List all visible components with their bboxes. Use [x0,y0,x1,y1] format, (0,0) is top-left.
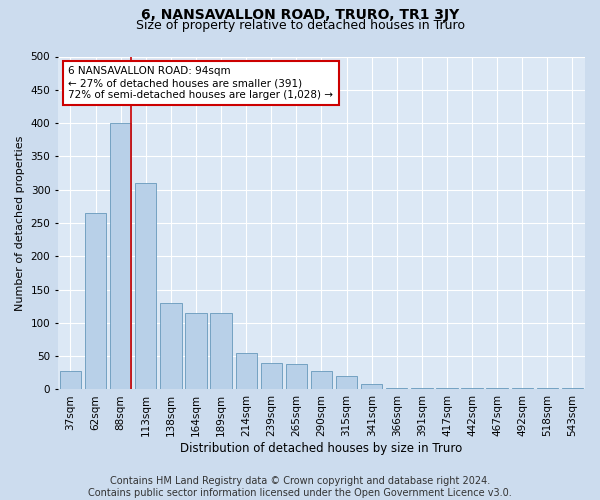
X-axis label: Distribution of detached houses by size in Truro: Distribution of detached houses by size … [181,442,463,455]
Text: 6, NANSAVALLON ROAD, TRURO, TR1 3JY: 6, NANSAVALLON ROAD, TRURO, TR1 3JY [141,8,459,22]
Bar [386,388,407,390]
Bar [236,353,257,390]
Bar [461,388,483,390]
Bar [436,388,458,390]
Bar [361,384,382,390]
Bar [110,123,131,390]
Bar [60,371,81,390]
Bar [487,388,508,390]
Bar [336,376,357,390]
Bar [311,371,332,390]
Bar [160,303,182,390]
Text: Contains HM Land Registry data © Crown copyright and database right 2024.
Contai: Contains HM Land Registry data © Crown c… [88,476,512,498]
Bar [411,388,433,390]
Bar [135,183,157,390]
Text: Size of property relative to detached houses in Truro: Size of property relative to detached ho… [136,19,464,32]
Bar [185,313,206,390]
Bar [536,388,558,390]
Y-axis label: Number of detached properties: Number of detached properties [15,136,25,310]
Bar [286,364,307,390]
Bar [260,363,282,390]
Bar [512,388,533,390]
Bar [562,388,583,390]
Bar [85,213,106,390]
Text: 6 NANSAVALLON ROAD: 94sqm
← 27% of detached houses are smaller (391)
72% of semi: 6 NANSAVALLON ROAD: 94sqm ← 27% of detac… [68,66,334,100]
Bar [211,313,232,390]
